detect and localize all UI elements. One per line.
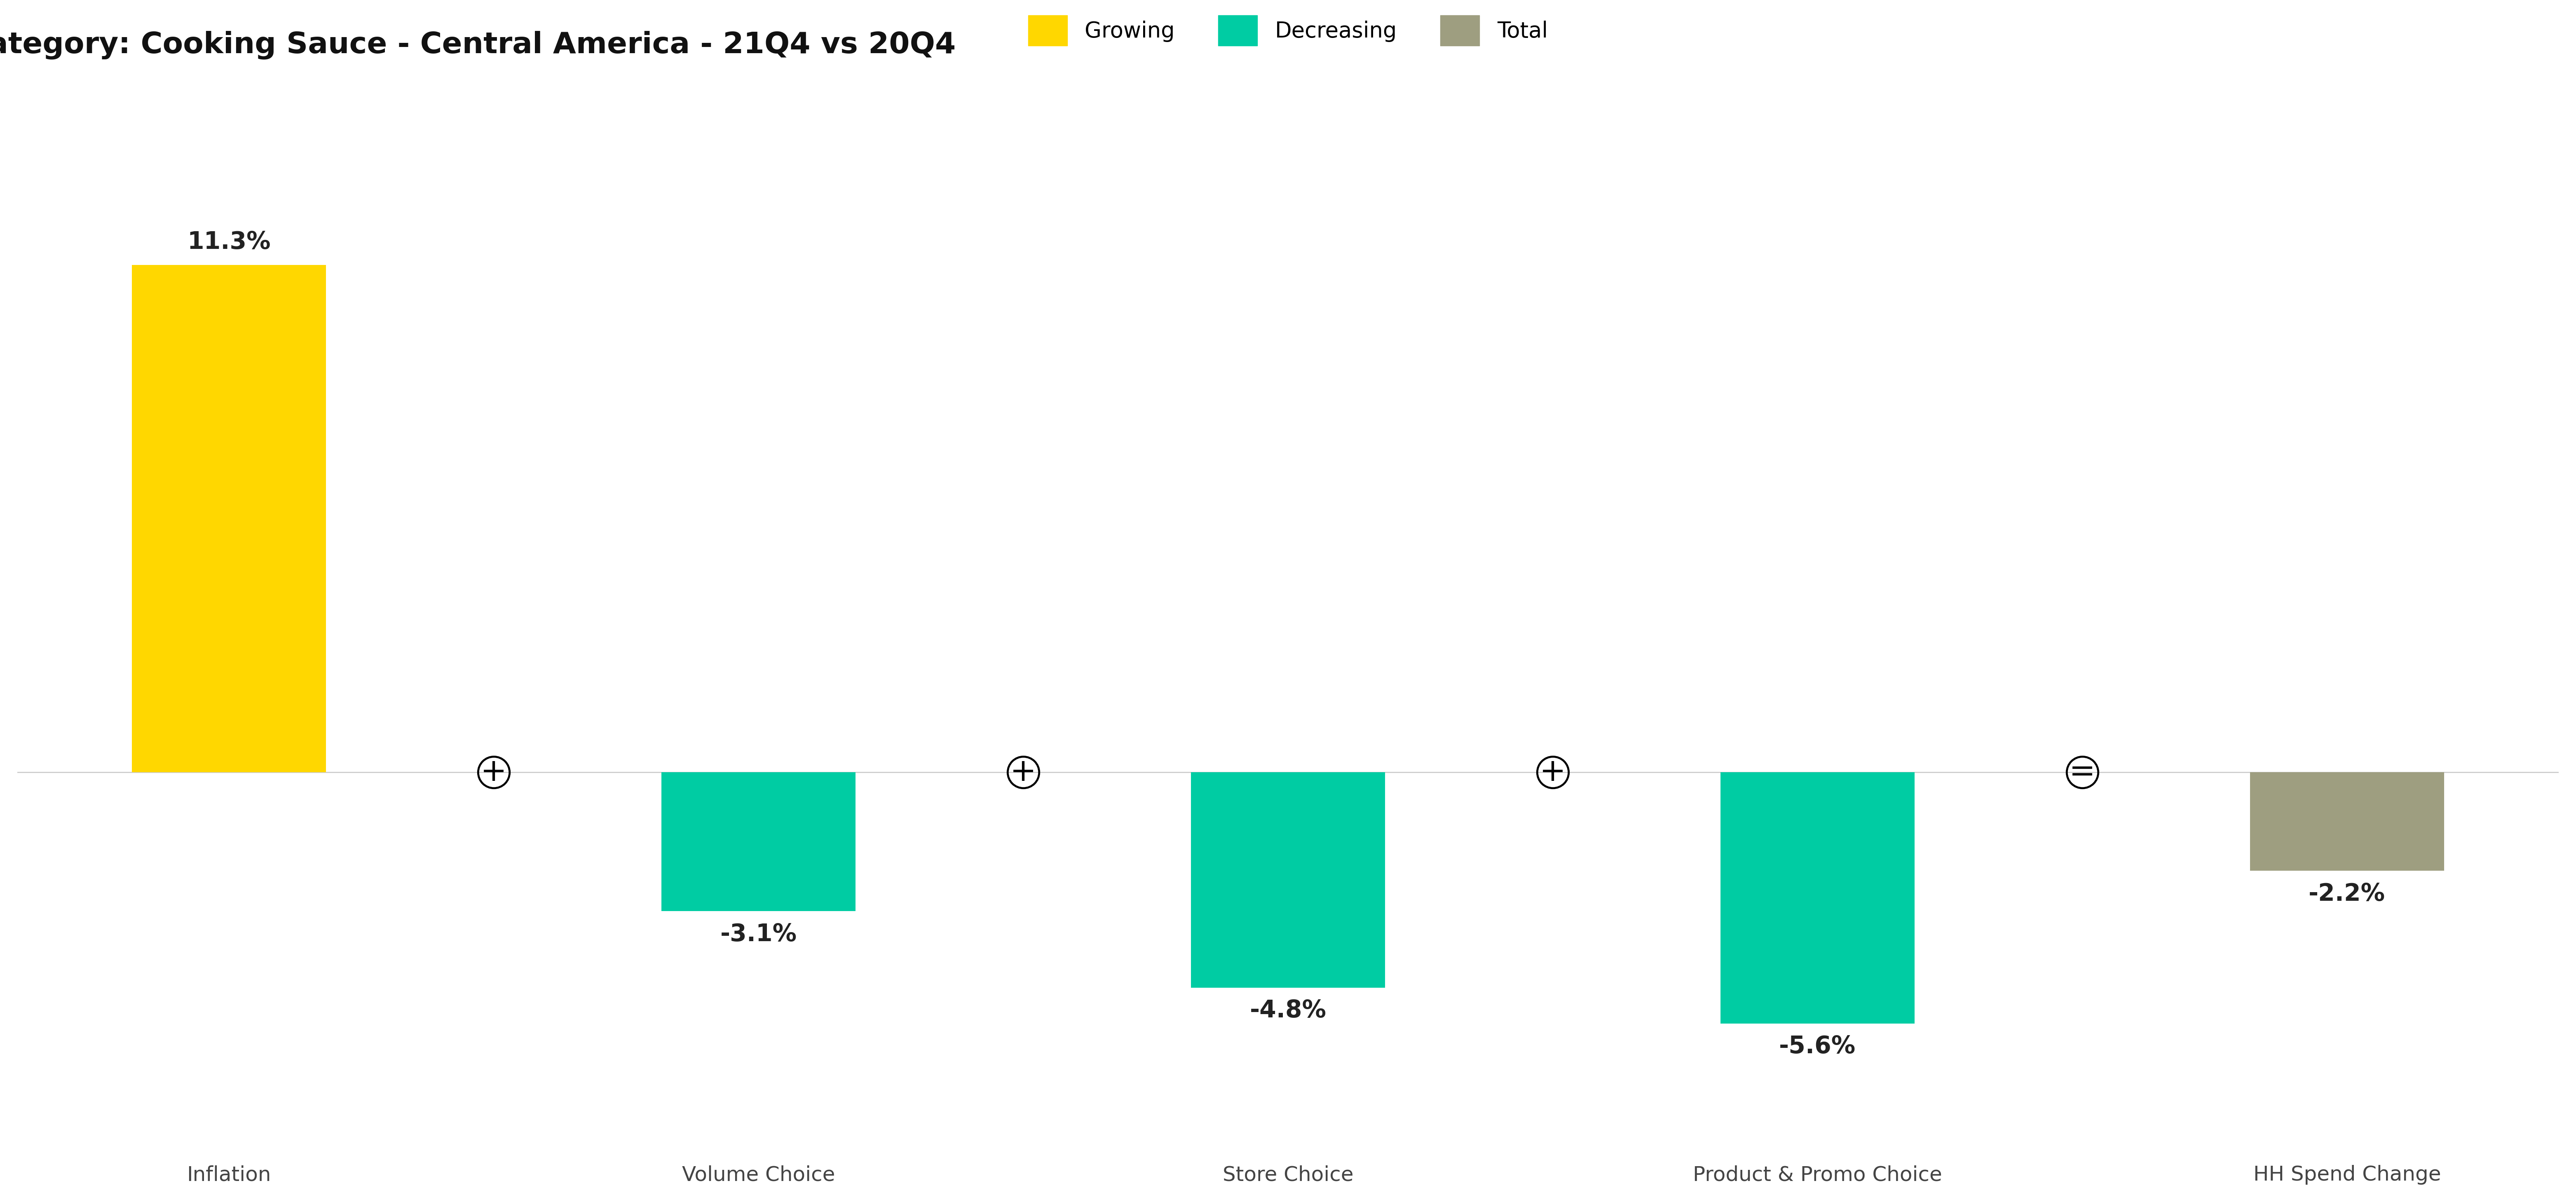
Text: +: +: [482, 757, 507, 787]
Text: -3.1%: -3.1%: [721, 922, 796, 946]
Bar: [1721, 772, 1914, 1023]
Text: Category: Cooking Sauce - Central America - 21Q4 vs 20Q4: Category: Cooking Sauce - Central Americ…: [0, 31, 956, 59]
Bar: [662, 772, 855, 911]
Text: -4.8%: -4.8%: [1249, 999, 1327, 1022]
Bar: [1190, 772, 1386, 988]
Text: =: =: [2069, 757, 2094, 787]
Text: 11.3%: 11.3%: [188, 231, 270, 254]
Bar: [131, 264, 327, 772]
Text: +: +: [1540, 757, 1566, 787]
Legend: Growing, Decreasing, Total: Growing, Decreasing, Total: [1018, 5, 1558, 56]
Bar: [2249, 772, 2445, 870]
Text: -5.6%: -5.6%: [1780, 1035, 1855, 1058]
Text: -2.2%: -2.2%: [2308, 882, 2385, 905]
Text: +: +: [1010, 757, 1036, 787]
